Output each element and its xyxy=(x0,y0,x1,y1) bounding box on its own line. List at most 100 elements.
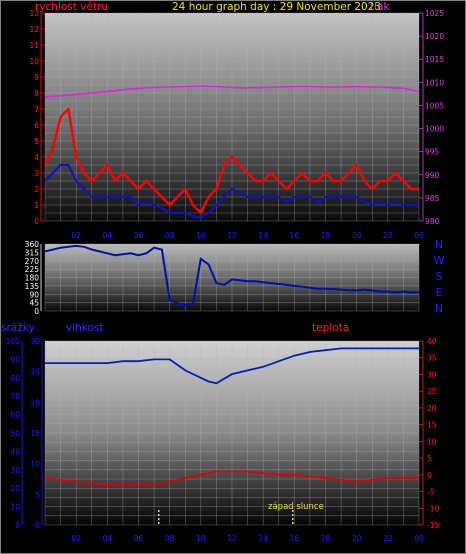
hour-tick-label: 14 xyxy=(258,534,268,543)
hour-tick-label: 00 xyxy=(414,231,424,240)
humidity-axis-title: vlhkost xyxy=(66,322,104,334)
wind-tick-label: 7 xyxy=(34,105,39,114)
direction-tick-label: 225 xyxy=(25,265,40,274)
wind-tick-label: 11 xyxy=(29,41,39,50)
temperature-tick-label: 30 xyxy=(427,370,437,379)
rain-tick-label: 5 xyxy=(35,490,40,499)
humidity-tick-label: 70 xyxy=(10,392,20,401)
compass-label: N xyxy=(435,238,443,251)
pressure-tick-label: 980 xyxy=(425,217,440,226)
wind-tick-label: 4 xyxy=(34,153,39,162)
wind-tick-label: 10 xyxy=(29,57,39,66)
humidity-tick-label: 60 xyxy=(10,411,20,420)
direction-tick-label: 315 xyxy=(25,248,40,257)
hour-tick-label: 20 xyxy=(352,231,362,240)
axis-ticks: 0123456789101112139809859909951000100510… xyxy=(6,9,445,543)
temperature-tick-label: 0 xyxy=(427,471,432,480)
hour-tick-label: 02 xyxy=(71,534,81,543)
hour-tick-label: 18 xyxy=(321,534,331,543)
pressure-tick-label: 1015 xyxy=(425,55,444,64)
wind-tick-label: 5 xyxy=(34,137,39,146)
rain-tick-label: 25 xyxy=(30,368,40,377)
hour-tick-label: 16 xyxy=(290,534,300,543)
hour-tick-label: 08 xyxy=(165,534,175,543)
humidity-line xyxy=(45,347,419,385)
pressure-tick-label: 1025 xyxy=(425,9,444,18)
temperature-tick-label: 5 xyxy=(427,454,432,463)
humidity-tick-label: 30 xyxy=(10,466,20,475)
direction-tick-label: 135 xyxy=(25,282,40,291)
hour-tick-label: 12 xyxy=(227,534,237,543)
wind-grid xyxy=(44,12,420,222)
pressure-line xyxy=(44,85,420,98)
rain-tick-label: 10 xyxy=(30,460,40,469)
hour-tick-label: 10 xyxy=(196,534,206,543)
pressure-tick-label: 1000 xyxy=(425,125,444,134)
temperature-tick-label: 10 xyxy=(427,437,437,446)
data-series xyxy=(43,85,420,525)
hour-tick-label: 20 xyxy=(352,534,362,543)
pressure-tick-label: 1005 xyxy=(425,101,444,110)
pressure-tick-label: 1010 xyxy=(425,78,444,87)
humidity-tick-label: 20 xyxy=(10,484,20,493)
wind-tick-label: 1 xyxy=(34,201,39,210)
wind-tick-label: 3 xyxy=(34,169,39,178)
wind-direction-line xyxy=(44,244,419,307)
temperature-tick-label: 20 xyxy=(427,404,437,413)
humidity-tick-label: 0 xyxy=(15,521,20,530)
hour-tick-label: 06 xyxy=(134,534,144,543)
sunset-annotation: západ slunce xyxy=(268,502,324,512)
temperature-tick-label: 15 xyxy=(427,421,437,430)
wind-tick-label: 6 xyxy=(34,121,39,130)
hour-tick-label: 04 xyxy=(103,231,113,240)
humidity-tick-label: 90 xyxy=(10,355,20,364)
compass-label: S xyxy=(436,270,443,283)
hour-tick-label: 18 xyxy=(321,231,331,240)
wind-average-line xyxy=(44,164,419,219)
wind-tick-label: 13 xyxy=(29,9,39,18)
hour-tick-label: 12 xyxy=(227,231,237,240)
temperature-tick-label: -15 xyxy=(427,521,439,530)
humidity-tick-label: 50 xyxy=(10,429,20,438)
temperature-line xyxy=(44,470,419,486)
humidity-tick-label: 80 xyxy=(10,374,20,383)
pressure-tick-label: 1020 xyxy=(425,32,444,41)
hour-tick-label: 06 xyxy=(134,231,144,240)
wind-tick-label: 9 xyxy=(34,73,39,82)
wind-gust-line xyxy=(43,107,419,215)
rain-axis-title: srážky xyxy=(1,322,35,334)
temperature-tick-label: 25 xyxy=(427,387,437,396)
compass-label: E xyxy=(436,286,443,299)
direction-tick-label: 180 xyxy=(25,274,40,283)
hour-tick-label: 04 xyxy=(103,534,113,543)
wind-tick-label: 12 xyxy=(29,25,39,34)
wind-tick-label: 8 xyxy=(34,89,39,98)
humidity-tick-label: 40 xyxy=(10,447,20,456)
pressure-tick-label: 995 xyxy=(425,148,440,157)
pressure-tick-label: 985 xyxy=(425,194,440,203)
hour-tick-label: 16 xyxy=(290,231,300,240)
hour-tick-label: 02 xyxy=(71,231,81,240)
compass-label: N xyxy=(435,302,443,315)
direction-tick-label: 360 xyxy=(25,240,40,249)
hour-tick-label: 00 xyxy=(414,534,424,543)
hour-tick-label: 14 xyxy=(258,231,268,240)
rain-tick-label: 30 xyxy=(30,337,40,346)
direction-grid xyxy=(44,243,420,312)
rain-tick-label: 0 xyxy=(35,521,40,530)
rain-tick-label: 20 xyxy=(30,398,40,407)
hour-tick-label: 10 xyxy=(196,231,206,240)
temperature-axis-title: teplota xyxy=(312,322,349,334)
rain-tick-label: 15 xyxy=(30,429,40,438)
pressure-tick-label: 990 xyxy=(425,171,440,180)
wind-tick-label: 0 xyxy=(34,217,39,226)
temperature-tick-label: -10 xyxy=(427,504,439,513)
direction-tick-label: 45 xyxy=(29,299,39,308)
wind-tick-label: 2 xyxy=(34,185,39,194)
hour-tick-label: 22 xyxy=(383,231,393,240)
direction-tick-label: 270 xyxy=(25,257,40,266)
direction-tick-label: 0 xyxy=(34,307,39,316)
compass-label: W xyxy=(434,254,445,267)
